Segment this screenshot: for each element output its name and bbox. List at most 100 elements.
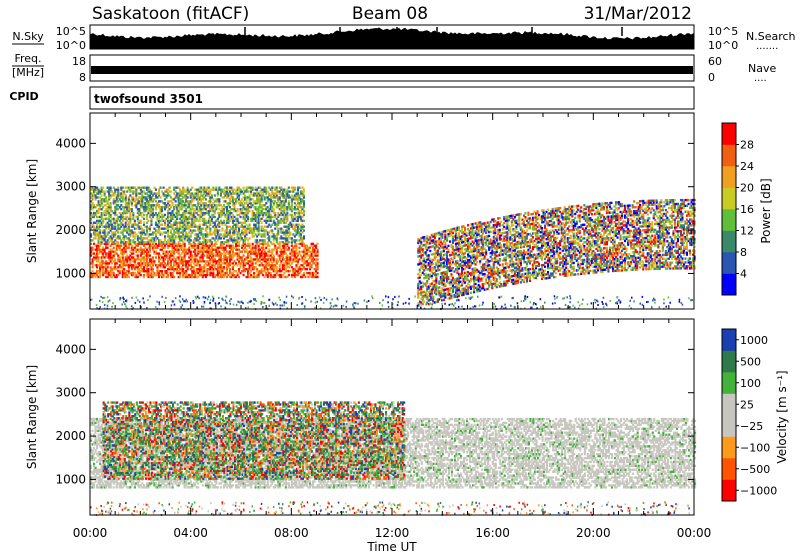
- heatmap-cell: [128, 276, 130, 278]
- heatmap-cell: [259, 187, 261, 189]
- heatmap-cell: [277, 216, 279, 218]
- heatmap-cell: [188, 222, 190, 224]
- heatmap-cell: [289, 270, 291, 272]
- heatmap-cell: [110, 187, 112, 189]
- heatmap-cell: [161, 208, 163, 210]
- heatmap-cell: [425, 251, 427, 253]
- heatmap-cell: [203, 254, 205, 256]
- heatmap-cell: [435, 277, 437, 279]
- heatmap-cell: [288, 228, 290, 230]
- heatmap-cell: [484, 273, 486, 275]
- heatmap-cell: [432, 263, 434, 265]
- heatmap-cell: [99, 229, 101, 231]
- heatmap-cell: [113, 198, 115, 200]
- heatmap-cell: [482, 277, 484, 279]
- heatmap-cell: [238, 196, 240, 198]
- heatmap-cell: [294, 202, 296, 204]
- heatmap-cell: [143, 222, 145, 224]
- heatmap-cell: [479, 262, 481, 264]
- heatmap-cell: [164, 266, 166, 268]
- nsearch-dots: .......: [756, 41, 778, 52]
- heatmap-cell: [295, 239, 297, 241]
- heatmap-cell: [132, 192, 134, 194]
- heatmap-cell: [206, 274, 208, 276]
- heatmap-cell: [217, 239, 219, 241]
- heatmap-cell: [277, 231, 279, 233]
- heatmap-cell: [220, 192, 222, 194]
- heatmap-cell: [252, 189, 254, 191]
- heatmap-cell: [125, 194, 127, 196]
- heatmap-cell: [274, 274, 276, 276]
- heatmap-cell: [122, 231, 124, 233]
- heatmap-cell: [125, 251, 127, 253]
- heatmap-cell: [226, 235, 228, 237]
- nsearch-tick-bottom: 10^0: [708, 39, 738, 52]
- nsky-label: N.Sky: [12, 30, 44, 43]
- heatmap-cell: [473, 273, 475, 275]
- heatmap-cell: [264, 235, 266, 237]
- heatmap-cell: [92, 266, 94, 268]
- heatmap-cell: [250, 270, 252, 272]
- heatmap-cell: [122, 187, 124, 189]
- heatmap-cell: [116, 262, 118, 264]
- heatmap-cell: [182, 187, 184, 189]
- heatmap-cell: [291, 237, 293, 239]
- heatmap-cell: [169, 194, 171, 196]
- heatmap-cell: [461, 249, 463, 251]
- heatmap-cell: [277, 224, 279, 226]
- heatmap-cell: [178, 251, 180, 253]
- heatmap-cell: [417, 295, 419, 297]
- heatmap-cell: [122, 200, 124, 202]
- heatmap-cell: [119, 256, 121, 258]
- heatmap-cell: [147, 187, 149, 189]
- heatmap-cell: [129, 194, 131, 196]
- heatmap-cell: [238, 276, 240, 278]
- heatmap-cell: [317, 262, 319, 264]
- heatmap-cell: [193, 266, 195, 268]
- heatmap-cell: [441, 243, 443, 245]
- heatmap-cell: [209, 224, 211, 226]
- heatmap-cell: [456, 270, 458, 272]
- heatmap-cell: [303, 204, 305, 206]
- heatmap-cell: [235, 228, 237, 230]
- heatmap-cell: [452, 232, 454, 234]
- heatmap-cell: [488, 235, 490, 237]
- heatmap-cell: [102, 260, 104, 262]
- heatmap-cell: [255, 206, 257, 208]
- heatmap-cell: [92, 202, 94, 204]
- heatmap-cell: [303, 220, 305, 222]
- heatmap-cell: [286, 216, 288, 218]
- nsky-tick-top: 10^5: [56, 25, 86, 38]
- heatmap-cell: [134, 220, 136, 222]
- heatmap-cell: [206, 235, 208, 237]
- heatmap-cell: [240, 266, 242, 268]
- heatmap-cell: [137, 254, 139, 256]
- heatmap-cell: [256, 254, 258, 256]
- heatmap-cell: [153, 272, 155, 274]
- heatmap-cell: [135, 233, 137, 235]
- heatmap-cell: [303, 194, 305, 196]
- heatmap-cell: [202, 228, 204, 230]
- heatmap-cell: [453, 257, 455, 259]
- heatmap-cell: [303, 272, 305, 274]
- heatmap-cell: [473, 289, 475, 291]
- heatmap-cell: [102, 187, 104, 189]
- heatmap-cell: [131, 204, 133, 206]
- heatmap-cell: [104, 231, 106, 233]
- heatmap-cell: [215, 187, 217, 189]
- heatmap-cell: [246, 249, 248, 251]
- heatmap-cell: [444, 285, 446, 287]
- heatmap-cell: [247, 212, 249, 214]
- heatmap-cell: [478, 229, 480, 231]
- nave-dots: ....: [754, 73, 767, 84]
- heatmap-cell: [301, 216, 303, 218]
- heatmap-cell: [303, 235, 305, 237]
- heatmap-cell: [220, 233, 222, 235]
- heatmap-cell: [149, 254, 151, 256]
- heatmap-cell: [464, 268, 466, 270]
- heatmap-cell: [208, 212, 210, 214]
- heatmap-cell: [274, 245, 276, 247]
- heatmap-cell: [164, 202, 166, 204]
- heatmap-cell: [464, 252, 466, 254]
